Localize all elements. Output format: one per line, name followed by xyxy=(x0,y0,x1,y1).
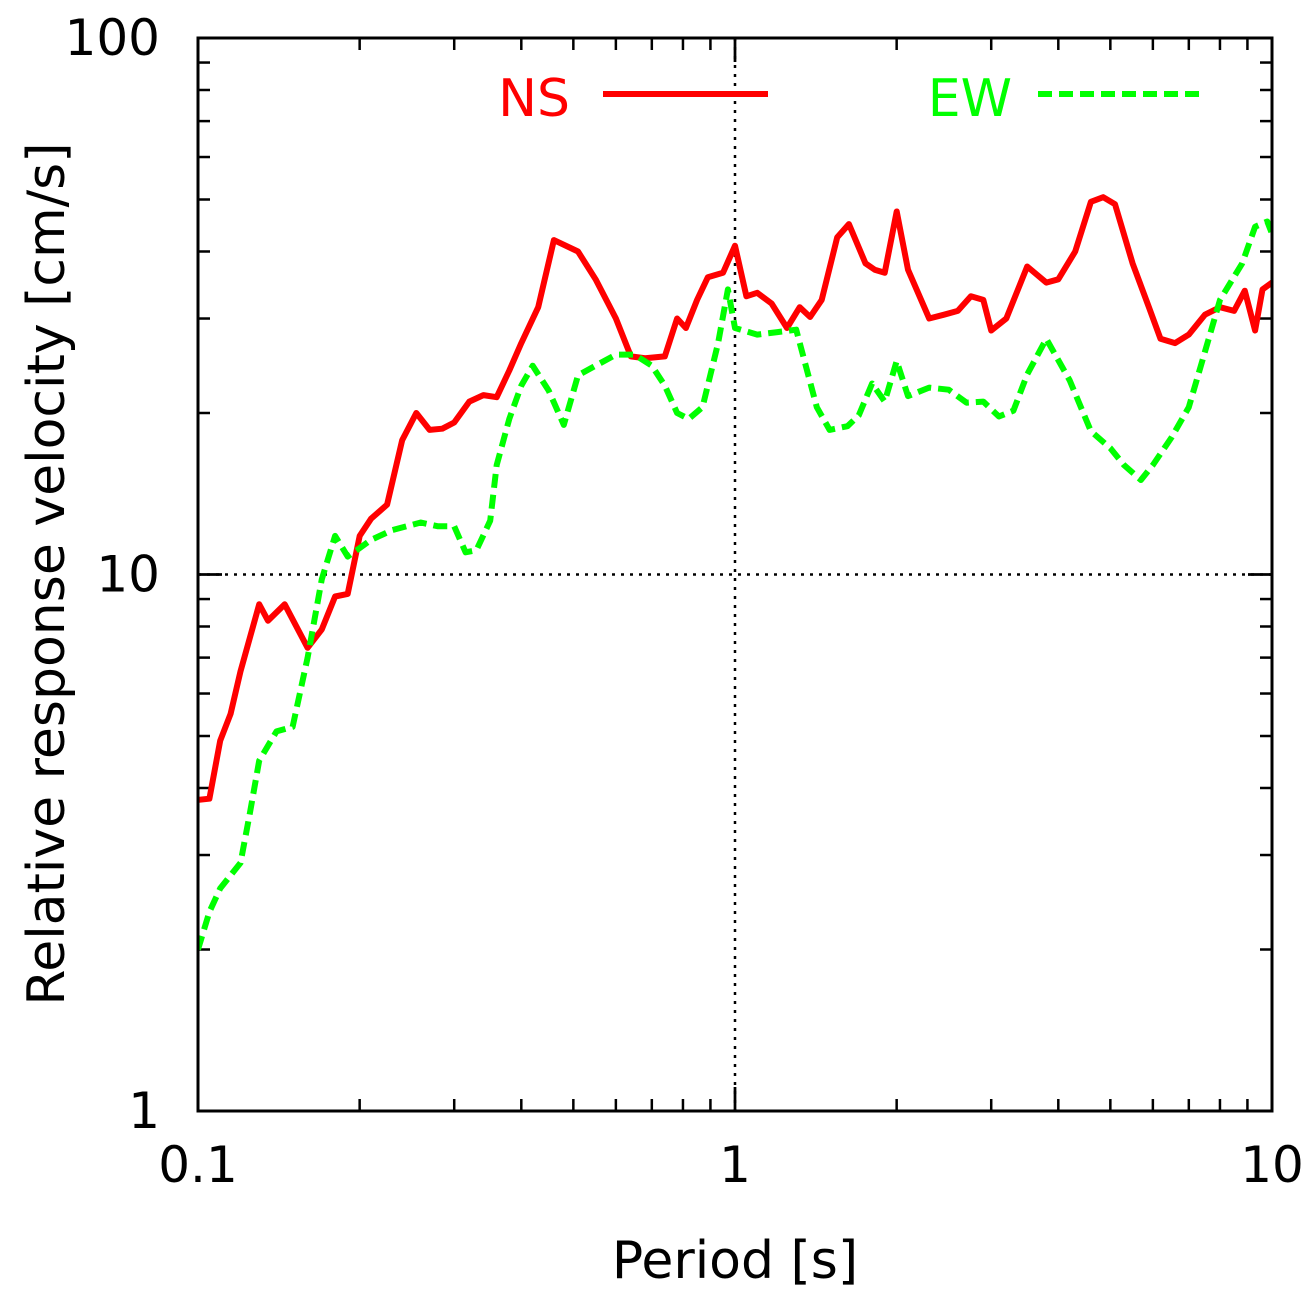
legend-label-ns: NS xyxy=(498,69,570,129)
y-tick-label: 10 xyxy=(96,546,160,604)
series-line-ew xyxy=(198,218,1272,951)
x-tick-label: 1 xyxy=(719,1136,751,1194)
series-line-ns xyxy=(198,194,1272,803)
y-tick-label: 100 xyxy=(65,9,160,67)
x-axis-title: Period [s] xyxy=(612,1231,858,1291)
series-lines xyxy=(198,194,1272,951)
x-tick-label: 10 xyxy=(1240,1136,1304,1194)
legend-label-ew: EW xyxy=(928,69,1012,129)
y-tick-label: 1 xyxy=(128,1082,160,1140)
plot-frame xyxy=(196,36,1274,1113)
y-axis-title: Relative response velocity [cm/s] xyxy=(17,142,77,1005)
x-tick-label: 0.1 xyxy=(158,1136,238,1194)
legend: NS EW xyxy=(498,69,1202,129)
